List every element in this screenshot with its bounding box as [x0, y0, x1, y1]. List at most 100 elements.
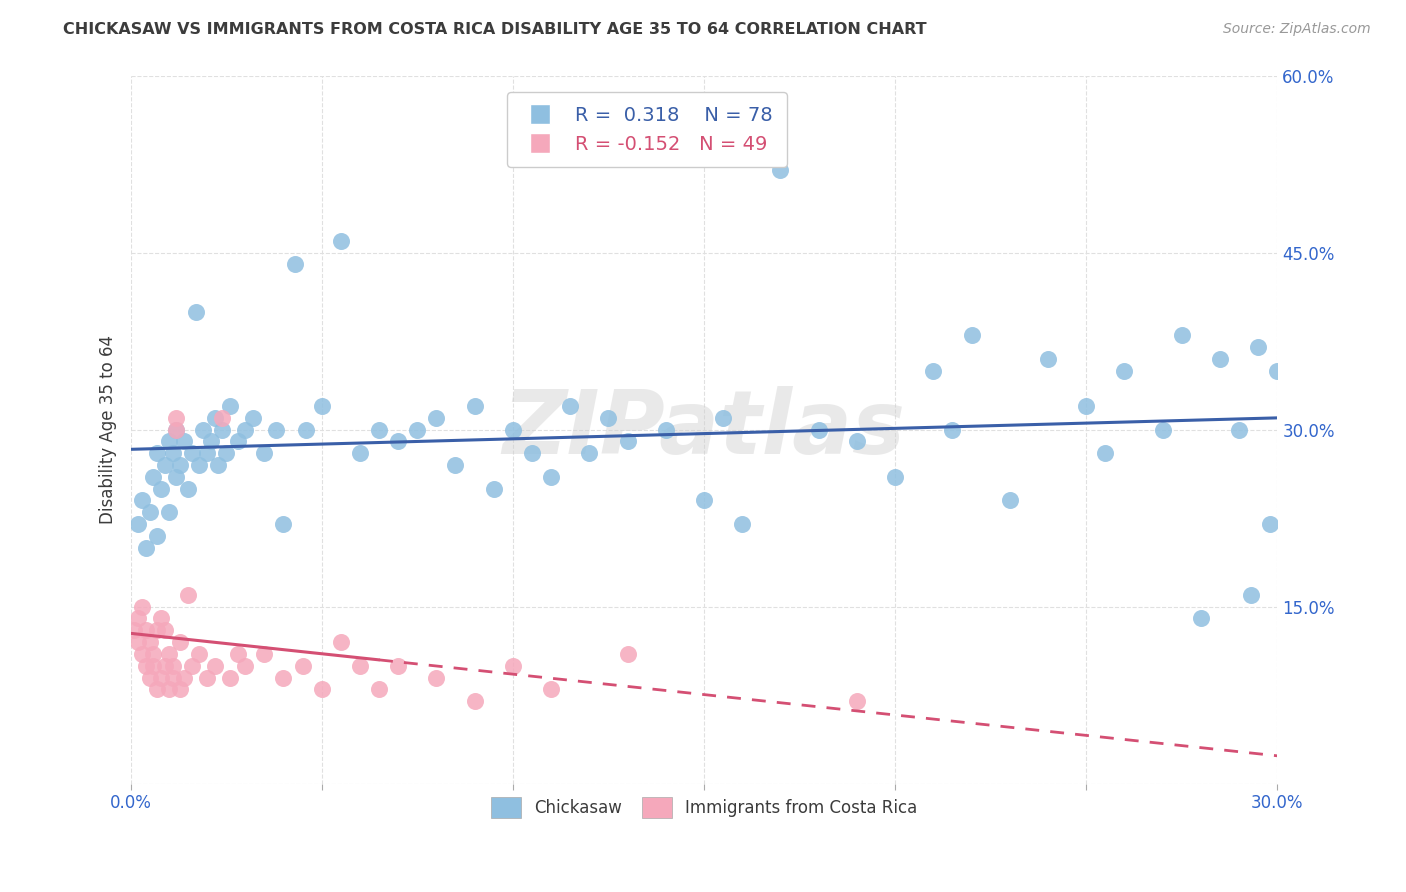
Point: [226, 434, 249, 449]
Point: [124, 624, 146, 638]
Point: [1209, 351, 1232, 366]
Point: [264, 423, 287, 437]
Point: [807, 423, 830, 437]
Point: [598, 410, 620, 425]
Point: [233, 423, 256, 437]
Point: [150, 671, 173, 685]
Point: [219, 671, 242, 685]
Point: [464, 399, 486, 413]
Point: [1227, 423, 1250, 437]
Point: [1076, 399, 1098, 413]
Point: [135, 658, 157, 673]
Point: [329, 234, 352, 248]
Point: [195, 671, 218, 685]
Point: [1189, 611, 1212, 625]
Point: [693, 493, 716, 508]
Point: [180, 658, 202, 673]
Point: [1094, 446, 1116, 460]
Point: [165, 410, 187, 425]
Point: [233, 658, 256, 673]
Y-axis label: Disability Age 35 to 64: Disability Age 35 to 64: [100, 335, 117, 524]
Point: [560, 399, 582, 413]
Point: [131, 493, 153, 508]
Point: [157, 647, 180, 661]
Point: [616, 434, 638, 449]
Point: [616, 647, 638, 661]
Point: [131, 599, 153, 614]
Point: [845, 694, 868, 708]
Point: [311, 682, 333, 697]
Point: [998, 493, 1021, 508]
Point: [146, 624, 169, 638]
Point: [207, 458, 229, 472]
Point: [157, 682, 180, 697]
Point: [295, 423, 318, 437]
Point: [242, 410, 264, 425]
Point: [150, 482, 173, 496]
Point: [173, 671, 195, 685]
Point: [127, 517, 149, 532]
Point: [127, 635, 149, 649]
Point: [464, 694, 486, 708]
Point: [941, 423, 963, 437]
Point: [273, 671, 295, 685]
Point: [153, 458, 176, 472]
Point: [253, 446, 276, 460]
Point: [540, 470, 562, 484]
Point: [142, 647, 165, 661]
Text: Source: ZipAtlas.com: Source: ZipAtlas.com: [1223, 22, 1371, 37]
Point: [253, 647, 276, 661]
Point: [884, 470, 907, 484]
Point: [173, 434, 195, 449]
Point: [162, 658, 184, 673]
Point: [1240, 588, 1263, 602]
Point: [142, 658, 165, 673]
Point: [219, 399, 242, 413]
Point: [162, 446, 184, 460]
Point: [204, 410, 226, 425]
Point: [200, 434, 222, 449]
Point: [211, 423, 233, 437]
Point: [368, 423, 391, 437]
Legend: Chickasaw, Immigrants from Costa Rica: Chickasaw, Immigrants from Costa Rica: [484, 790, 924, 825]
Point: [127, 611, 149, 625]
Point: [169, 682, 191, 697]
Point: [329, 635, 352, 649]
Point: [138, 671, 160, 685]
Point: [188, 647, 211, 661]
Point: [1152, 423, 1174, 437]
Point: [387, 658, 409, 673]
Point: [180, 446, 202, 460]
Point: [406, 423, 429, 437]
Point: [169, 635, 191, 649]
Point: [284, 257, 307, 271]
Point: [502, 658, 524, 673]
Point: [177, 482, 200, 496]
Point: [188, 458, 211, 472]
Point: [211, 410, 233, 425]
Point: [273, 517, 295, 532]
Point: [195, 446, 218, 460]
Point: [162, 671, 184, 685]
Point: [520, 446, 543, 460]
Point: [146, 446, 169, 460]
Point: [655, 423, 678, 437]
Point: [169, 458, 191, 472]
Text: ZIPatlas: ZIPatlas: [502, 386, 905, 473]
Point: [142, 470, 165, 484]
Point: [731, 517, 754, 532]
Point: [502, 423, 524, 437]
Point: [769, 163, 792, 178]
Point: [1267, 363, 1289, 377]
Point: [165, 470, 187, 484]
Point: [425, 671, 447, 685]
Point: [146, 529, 169, 543]
Point: [578, 446, 600, 460]
Point: [138, 635, 160, 649]
Point: [349, 658, 371, 673]
Point: [157, 505, 180, 519]
Point: [153, 658, 176, 673]
Point: [165, 423, 187, 437]
Point: [444, 458, 467, 472]
Point: [311, 399, 333, 413]
